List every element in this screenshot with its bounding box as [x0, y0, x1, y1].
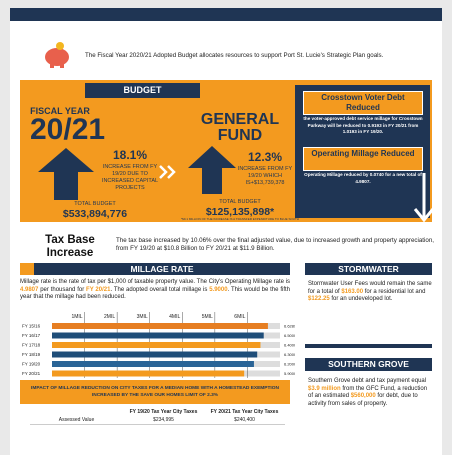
table-cell: $240,400: [234, 417, 255, 423]
x-tick-label: 3MIL: [137, 314, 148, 320]
highlight: $122.25: [308, 296, 330, 303]
text: for an undeveloped lot.: [329, 296, 393, 303]
text: . This would be the fifth year that the …: [20, 286, 290, 301]
page: The Fiscal Year 2020/21 Adopted Budget a…: [10, 8, 442, 455]
fy-label: FISCAL YEAR: [30, 106, 90, 116]
bar: [52, 323, 268, 329]
gf-note: INCREASE FROM FY 19/20 WHICH IS+$13,739,…: [237, 166, 293, 186]
y-tick-label: FY 17/18: [22, 343, 41, 348]
blank-cell: [30, 408, 123, 416]
impact-title: IMPACT OF MILLAGE REDUCTION ON CITY TAXE…: [20, 380, 290, 404]
fy-total-label: TOTAL BUDGET: [74, 201, 116, 207]
text: for debt, due to activity from sales of …: [308, 393, 418, 407]
x-tick-label: 4MIL: [169, 314, 180, 320]
value-label: 5.9000: [284, 371, 295, 376]
stormwater-title: STORMWATER: [305, 263, 432, 275]
text: Stormwater User Fees would remain the sa…: [308, 281, 432, 295]
reduction-text: the voter-approved debt service millage …: [303, 116, 423, 134]
southern-grove-title: SOUTHERN GROVE: [305, 358, 432, 371]
divider: [305, 344, 432, 348]
y-tick-label: FY 18/19: [22, 352, 41, 357]
x-tick-label: 6MIL: [234, 314, 245, 320]
highlight: $560,000: [350, 393, 376, 400]
gf-label: GENERAL FUND: [200, 111, 280, 144]
text: . The adopted overall total millage is: [110, 286, 210, 293]
southern-grove-text: Southern Grove debt and tax payment equa…: [308, 378, 432, 408]
millage-chart: 1MIL 2MIL 3MIL 4MIL 5MIL 6MIL FY 15/16 6.6289 FY…: [22, 312, 295, 378]
highlight: FY 20/21: [86, 286, 111, 293]
chevrons: [159, 165, 176, 179]
x-tick-label: 1MIL: [71, 314, 82, 320]
top-bar: [10, 8, 442, 21]
stormwater-text: Stormwater User Fees would remain the sa…: [308, 281, 432, 304]
y-tick-label: FY 15/16: [22, 324, 41, 329]
y-tick-label: FY 16/17: [22, 333, 41, 338]
table-header: FY 20/21 Tax Year City Taxes: [210, 409, 279, 415]
table-cell: Assessed Value: [58, 417, 95, 423]
value-label: 6.2000: [284, 362, 295, 367]
highlight: 4.9807: [20, 286, 39, 293]
bar: [52, 361, 254, 367]
text: per thousand for: [38, 286, 87, 293]
tax-base-title: Tax Base Increase: [45, 234, 95, 259]
fy-year: 20/21: [30, 113, 106, 146]
table-header: FY 19/20 Tax Year City Taxes: [129, 409, 198, 415]
fy-percent: 18.1%: [112, 148, 148, 162]
value-label: 6.5000: [284, 333, 295, 338]
tax-base-text: The tax base increased by 10.06% over th…: [116, 237, 434, 252]
table-cell: $234,995: [153, 417, 174, 423]
reduction-title: Crosstown Voter Debt Reduced: [303, 91, 423, 115]
gf-percent: 12.3%: [247, 150, 283, 164]
value-label: 6.4000: [284, 343, 295, 348]
impact-table: FY 19/20 Tax Year City Taxes FY 20/21 Tax…: [30, 408, 285, 425]
value-label: 6.3000: [284, 352, 295, 357]
text: for a residential lot and: [363, 288, 426, 295]
up-arrow: [38, 148, 94, 200]
millage-title: MILLAGE RATE: [20, 263, 290, 275]
text: from the GFC Fund, a reduction of an est…: [308, 385, 428, 400]
highlight: $3.9 million: [308, 385, 341, 392]
x-tick-label: 5MIL: [202, 314, 213, 320]
gf-total: $125,135,898*: [205, 206, 275, 218]
millage-text: Millage rate is the rate of tax per $1,0…: [20, 279, 290, 302]
highlight: 5.9000: [209, 286, 228, 293]
bar: [52, 342, 261, 348]
reductions-panel: Crosstown Voter Debt Reduced the voter-a…: [295, 85, 430, 218]
x-tick-label: 2MIL: [104, 314, 115, 320]
fy-total: $533,894,776: [62, 208, 128, 220]
text: Southern Grove debt and tax payment equa…: [308, 378, 427, 384]
gf-total-label: TOTAL BUDGET: [219, 199, 261, 205]
y-tick-label: FY 19/20: [22, 362, 41, 367]
up-arrow: [188, 146, 236, 194]
piggy-icon: [45, 42, 69, 68]
bar: [52, 370, 245, 377]
reduction-title: Operating Millage Reduced: [303, 147, 423, 171]
down-arrow: [413, 173, 435, 223]
intro-text: The Fiscal Year 2020/21 Adopted Budget a…: [85, 52, 384, 59]
text: Millage rate is the rate of tax per $1,0…: [20, 279, 290, 285]
footnote: *$9.1 MILLION OF THE INCREASE IS A TRANS…: [181, 217, 299, 221]
bar: [52, 351, 258, 358]
bar: [52, 332, 264, 339]
y-tick-label: FY 20/21: [22, 371, 41, 376]
highlight: $163.00: [341, 288, 364, 295]
budget-title: BUDGET: [85, 83, 200, 98]
reduction-text: Operating Millage reduced by 0.0740 for …: [304, 172, 422, 184]
fy-note: INCREASE FROM FY 19/20 DUE TO INCREASED …: [101, 164, 159, 191]
value-label: 6.6289: [284, 324, 295, 329]
